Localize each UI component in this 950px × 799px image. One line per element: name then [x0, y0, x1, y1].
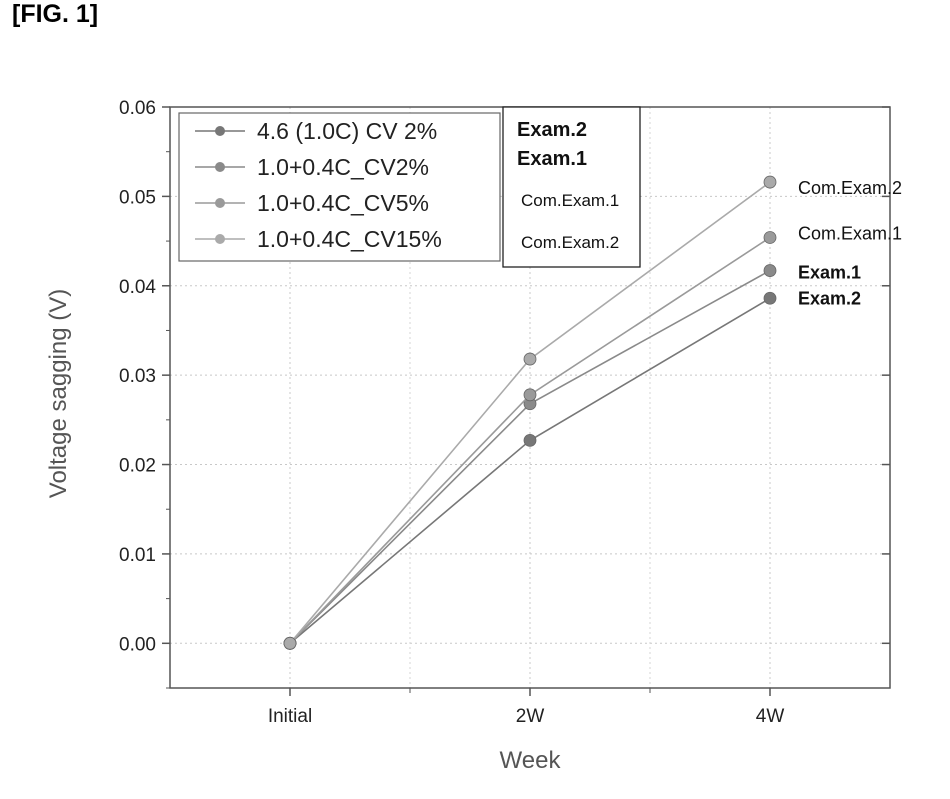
legend-box: [178, 112, 501, 262]
data-point: [523, 352, 537, 366]
y-tick-label: 0.06: [119, 98, 156, 119]
y-tick-label: 0.00: [119, 634, 156, 655]
end-label: Exam.2: [798, 288, 861, 308]
x-tick-label: 4W: [756, 706, 785, 727]
y-tick-label: 0.05: [119, 187, 156, 208]
legend-marker: [215, 234, 225, 244]
y-tick-label: 0.02: [119, 456, 156, 477]
y-tick-label: 0.04: [119, 277, 156, 298]
annotation-label: Exam.2: [517, 119, 587, 141]
data-point: [763, 291, 777, 305]
data-point: [523, 388, 537, 402]
figure-label: [FIG. 1]: [12, 0, 99, 28]
axis-ticks: 0.00 0.01 0.02 0.03 0.04 0.05 0.06 Initial 2W 4W: [119, 98, 890, 727]
y-axis-title: Voltage sagging (V): [45, 289, 72, 498]
annotation-box: Exam.2 Exam.1 Com.Exam.1 Com.Exam.2: [502, 106, 641, 268]
series-line: [289, 297, 771, 644]
series-lines: [283, 175, 777, 650]
legend: 4.6 (1.0C) CV 2% 1.0+0.4C_CV2% 1.0+0.4C_CV…: [178, 112, 501, 262]
y-tick-label: 0.03: [119, 366, 156, 387]
legend-label: 4.6 (1.0C) CV 2%: [257, 118, 437, 144]
end-label: Com.Exam.2: [798, 178, 902, 198]
legend-label: 1.0+0.4C_CV5%: [257, 190, 429, 216]
data-point: [523, 434, 537, 447]
end-label: Com.Exam.1: [798, 224, 902, 244]
legend-marker: [215, 198, 225, 208]
annotation-label: Com.Exam.2: [521, 233, 619, 252]
data-point: [763, 231, 777, 244]
end-label: Exam.1: [798, 263, 861, 283]
y-tick-label: 0.01: [119, 545, 156, 566]
annotation-label: Com.Exam.1: [521, 191, 619, 210]
x-axis-title: Week: [500, 747, 562, 774]
legend-marker: [215, 162, 225, 172]
end-labels: Exam.2 Exam.1 Com.Exam.1 Com.Exam.2: [798, 178, 902, 308]
annotation-rect: [502, 106, 641, 268]
data-point: [763, 175, 777, 189]
data-point: [763, 264, 777, 277]
data-point: [283, 636, 297, 650]
x-tick-label: Initial: [268, 706, 312, 727]
annotation-label: Exam.1: [517, 148, 587, 170]
legend-marker: [215, 126, 225, 136]
legend-label: 1.0+0.4C_CV15%: [257, 226, 442, 252]
x-tick-label: 2W: [516, 706, 545, 727]
legend-label: 1.0+0.4C_CV2%: [257, 154, 429, 180]
